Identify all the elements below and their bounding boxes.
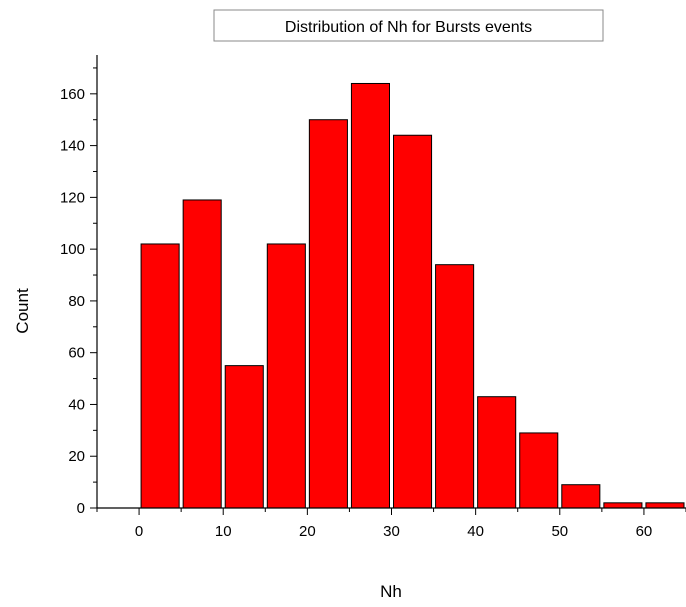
x-tick-label: 10 bbox=[215, 523, 232, 540]
y-tick-label: 0 bbox=[77, 500, 85, 517]
y-tick-label: 40 bbox=[68, 396, 85, 413]
y-tick-label: 60 bbox=[68, 345, 85, 362]
chart-title-frame bbox=[213, 9, 604, 42]
bar-1 bbox=[140, 243, 180, 509]
bar-9 bbox=[477, 396, 517, 509]
bar-10 bbox=[519, 432, 559, 509]
y-tick-label: 140 bbox=[60, 138, 85, 155]
y-tick-label: 160 bbox=[60, 86, 85, 103]
bar-13 bbox=[645, 502, 685, 509]
bar-3 bbox=[224, 365, 264, 509]
bars-group bbox=[140, 82, 685, 509]
bar-4 bbox=[266, 243, 306, 509]
y-tick-label: 80 bbox=[68, 293, 85, 310]
bar-11 bbox=[561, 484, 601, 509]
chart-title-box: Distribution of Nh for Bursts events bbox=[213, 9, 604, 42]
bar-6 bbox=[350, 82, 390, 509]
y-axis-ticks: 0 20 40 60 80 100 120 140 160 bbox=[60, 67, 97, 517]
chart-title: Distribution of Nh for Bursts events bbox=[285, 19, 532, 36]
y-tick-label: 20 bbox=[68, 448, 85, 465]
bar-7 bbox=[393, 134, 433, 509]
bar-2 bbox=[182, 199, 222, 509]
bar-5 bbox=[308, 119, 348, 509]
x-axis-ticks: 0 10 20 30 40 50 60 bbox=[96, 508, 686, 540]
x-tick-label: 20 bbox=[299, 523, 316, 540]
y-tick-label: 120 bbox=[60, 189, 85, 206]
x-tick-label: 40 bbox=[467, 523, 484, 540]
y-tick-label: 100 bbox=[60, 241, 85, 258]
y-axis-title: Count bbox=[13, 288, 32, 334]
x-tick-label: 50 bbox=[551, 523, 568, 540]
x-tick-label: 30 bbox=[383, 523, 400, 540]
x-axis-title: Nh bbox=[380, 582, 402, 601]
bar-12 bbox=[603, 502, 643, 509]
x-tick-label: 0 bbox=[135, 523, 143, 540]
x-tick-label: 60 bbox=[636, 523, 653, 540]
bar-8 bbox=[435, 264, 475, 509]
